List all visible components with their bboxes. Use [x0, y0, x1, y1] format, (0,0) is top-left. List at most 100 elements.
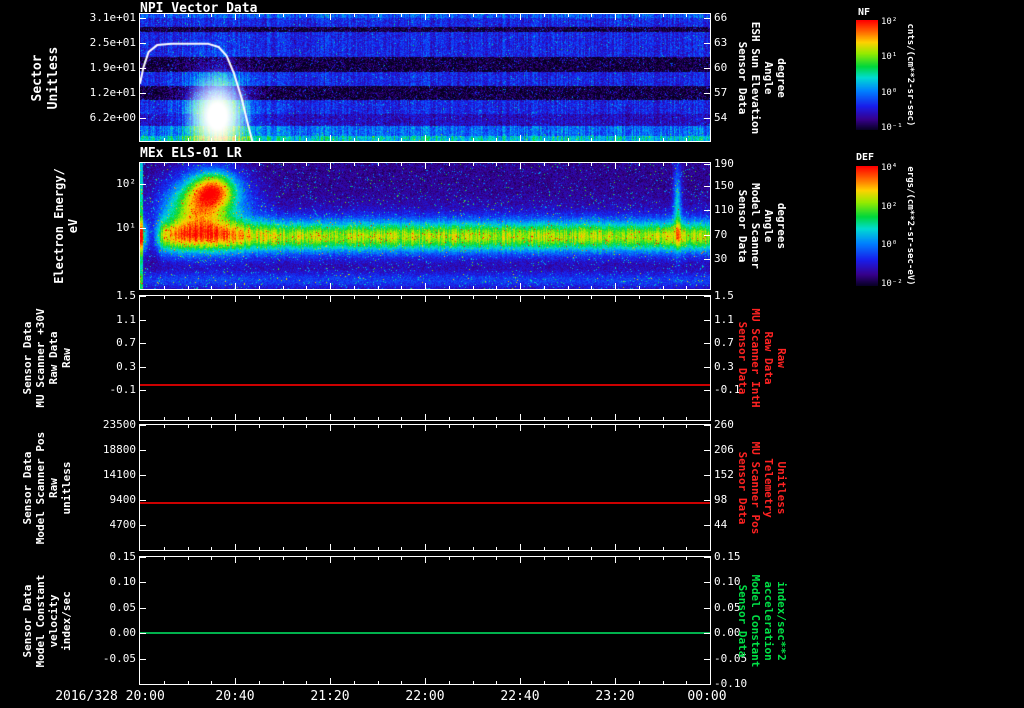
panel1-title: NPI Vector Data: [140, 1, 258, 16]
tick-mark: [638, 296, 640, 299]
tick-mark: [235, 678, 236, 684]
tick-mark: [211, 425, 213, 428]
y-tick-label: -0.10: [714, 677, 748, 690]
tick-mark: [638, 163, 640, 166]
tick-mark: [140, 17, 146, 19]
tick-mark: [615, 14, 616, 20]
colorbar-units-label: ergs/(cm**2-sr-sec-eV): [905, 151, 915, 301]
tick-mark: [306, 425, 308, 428]
tick-mark: [401, 138, 403, 141]
x-tick-label: 22:40: [500, 689, 540, 704]
tick-mark: [377, 547, 379, 550]
y-tick-label: 9400: [109, 493, 137, 506]
tick-mark: [258, 163, 260, 166]
y-tick-label: 0.3: [714, 359, 734, 373]
tick-mark: [448, 286, 450, 289]
tick-mark: [662, 138, 664, 141]
tick-mark: [662, 296, 664, 299]
tick-mark: [353, 138, 355, 141]
axis-label-line: Model Constant: [34, 574, 47, 667]
tick-mark: [686, 286, 688, 289]
tick-mark: [704, 684, 710, 685]
tick-mark: [163, 681, 165, 684]
colorbar1-title: NF: [858, 7, 871, 18]
tick-mark: [163, 296, 165, 299]
tick-mark: [704, 658, 710, 660]
tick-mark: [615, 296, 616, 302]
y-tick-label: 1.2e+01: [89, 85, 136, 99]
tick-mark: [235, 135, 236, 141]
y-tick-label: -0.05: [102, 651, 136, 665]
tick-mark: [472, 547, 474, 550]
y-tick-label: 150: [714, 179, 734, 193]
tick-mark: [282, 425, 284, 428]
tick-mark: [425, 135, 426, 141]
tick-mark: [520, 296, 521, 302]
tick-mark: [686, 296, 688, 299]
tick-mark: [496, 681, 498, 684]
tick-mark: [187, 163, 189, 166]
tick-mark: [591, 286, 593, 289]
tick-mark: [704, 390, 710, 392]
tick-mark: [615, 678, 616, 684]
tick-mark: [591, 296, 593, 299]
tick-mark: [211, 557, 213, 560]
y-tick-label: 0.00: [714, 626, 741, 640]
tick-mark: [282, 286, 284, 289]
colorbar-tick-label: 10²: [881, 201, 898, 212]
tick-mark: [306, 14, 308, 17]
tick-mark: [282, 557, 284, 560]
tick-mark: [543, 138, 545, 141]
tick-mark: [211, 547, 213, 550]
y-tick-label: 260: [714, 418, 734, 431]
tick-mark: [591, 547, 593, 550]
colorbar-tick-label: 10⁰: [881, 87, 898, 98]
tick-mark: [330, 414, 331, 420]
colorbar2-title: DEF: [856, 152, 875, 163]
tick-mark: [448, 138, 450, 141]
tick-mark: [543, 557, 545, 560]
tick-mark: [520, 544, 521, 550]
axis-label-line: index/sec**2: [775, 580, 788, 661]
y-tick-label: 70: [714, 227, 728, 241]
tick-mark: [615, 135, 616, 141]
tick-mark: [448, 425, 450, 428]
tick-mark: [448, 163, 450, 166]
y-tick-label: 110: [714, 202, 734, 216]
nf-colorbar: [856, 20, 878, 130]
tick-mark: [401, 14, 403, 17]
tick-mark: [472, 557, 474, 560]
tick-mark: [235, 283, 236, 289]
tick-mark: [472, 138, 474, 141]
tick-mark: [377, 681, 379, 684]
axis-label-line: Sensor Data: [736, 584, 749, 657]
tick-mark: [662, 14, 664, 17]
x-tick-label: 22:00: [405, 689, 445, 704]
tick-mark: [163, 425, 165, 428]
tick-mark: [662, 547, 664, 550]
tick-mark: [448, 681, 450, 684]
colorbar-tick-label: 10⁻²: [881, 278, 903, 289]
tick-mark: [615, 425, 616, 431]
x-tick-label: 2016/328 20:00: [55, 689, 165, 704]
tick-mark: [567, 138, 569, 141]
axis-label-line: ergs/(cm**2-sr-sec-eV): [905, 166, 915, 286]
tick-mark: [401, 547, 403, 550]
tick-mark: [704, 557, 710, 558]
tick-mark: [615, 544, 616, 550]
tick-mark: [401, 163, 403, 166]
tick-mark: [591, 681, 593, 684]
tick-mark: [591, 14, 593, 17]
tick-mark: [330, 678, 331, 684]
y-tick-label: 23500: [102, 418, 136, 431]
tick-mark: [591, 138, 593, 141]
tick-mark: [377, 557, 379, 560]
tick-mark: [377, 14, 379, 17]
tick-mark: [211, 681, 213, 684]
tick-mark: [140, 658, 146, 660]
panel-5-left-axis-label: Sensor Data Model Constant velocity index/s…: [21, 541, 73, 701]
panel-5-plot-area: [139, 556, 711, 685]
tick-mark: [686, 138, 688, 141]
tick-mark: [662, 425, 664, 428]
